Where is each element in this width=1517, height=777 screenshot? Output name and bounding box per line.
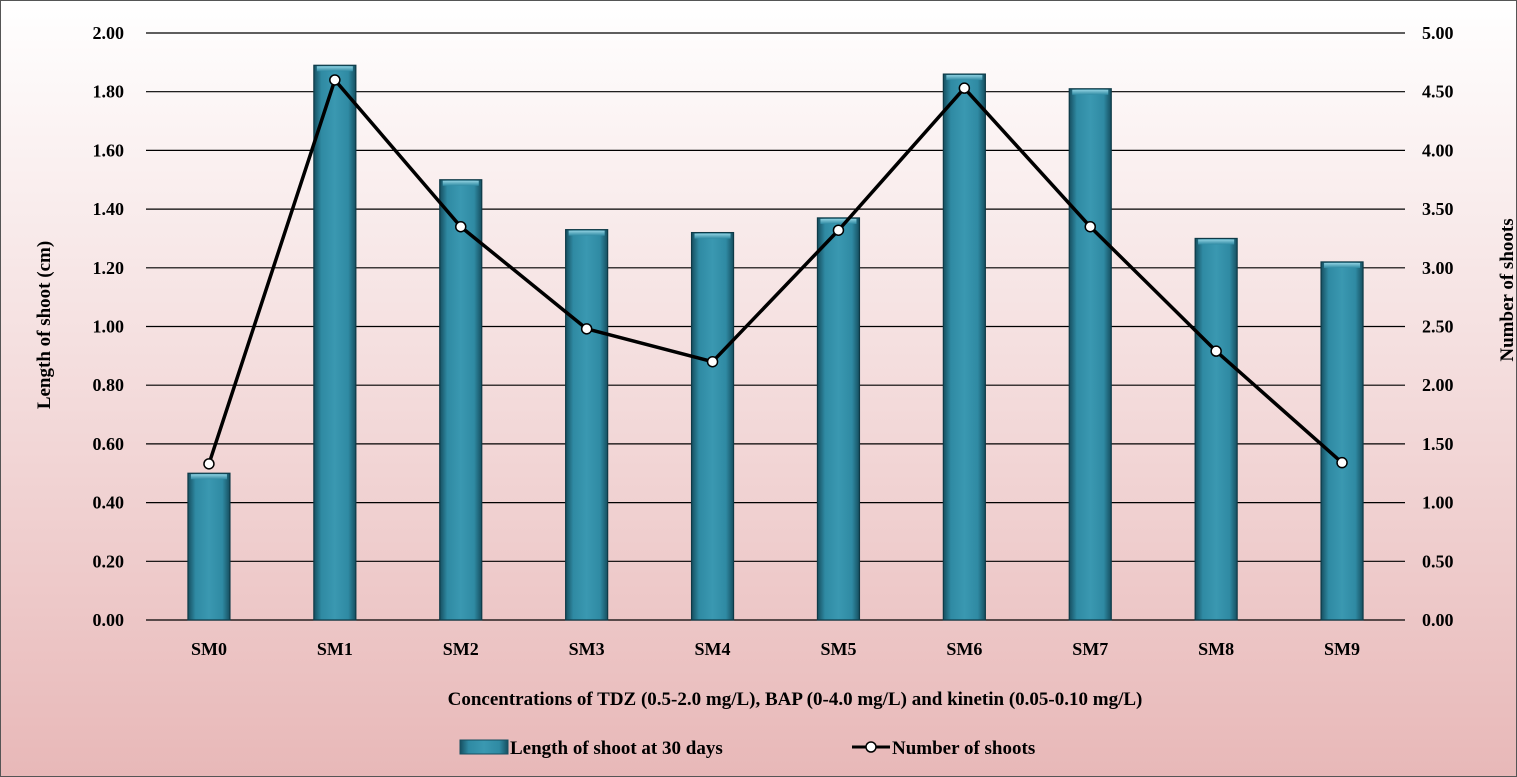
bar-sm6: [942, 73, 986, 621]
y2-tick-label: 5.00: [1422, 23, 1454, 43]
bar: [1194, 237, 1238, 621]
shoots-point-sm8: [1210, 345, 1222, 357]
bar: [1320, 261, 1364, 621]
shoots-point-sm6: [958, 82, 971, 94]
x-tick-label: SM1: [317, 639, 353, 659]
legend-line-label: Number of shoots: [892, 738, 1035, 759]
bar-bevel-top: [820, 218, 857, 224]
y2-tick-label: 1.00: [1422, 493, 1454, 513]
y-tick-label: 0.20: [93, 551, 125, 571]
bar-bevel-top: [316, 66, 353, 72]
x-tick-label: SM8: [1198, 639, 1234, 659]
y2-tick-label: 2.50: [1422, 317, 1454, 337]
legend-bar-label: Length of shoot at 30 days: [510, 738, 723, 759]
y-tick-label: 0.00: [93, 610, 125, 630]
shoots-point-sm4: [706, 355, 719, 368]
x-tick-label: SM9: [1324, 639, 1360, 659]
y2-axis-title: Number of shoots: [1497, 218, 1517, 361]
legend-line-marker: [865, 741, 877, 753]
shoots-point-sm3: [580, 323, 593, 335]
y2-tick-label: 0.00: [1422, 610, 1454, 630]
y-tick-label: 1.20: [93, 258, 125, 278]
bar-bevel-top: [1072, 89, 1109, 95]
x-tick-label: SM0: [191, 639, 227, 659]
y2-tick-label: 4.50: [1422, 82, 1454, 102]
y-tick-label: 0.40: [93, 493, 125, 513]
bar-bevel-top: [1324, 262, 1361, 268]
y2-tick-label: 4.00: [1422, 140, 1454, 160]
x-tick-label: SM2: [443, 639, 479, 659]
y-tick-label: 2.00: [93, 23, 125, 43]
x-tick-label: SM5: [820, 639, 856, 659]
bar-bevel-top: [1198, 239, 1235, 245]
y-tick-label: 1.00: [93, 317, 125, 337]
bar-sm7: [1068, 88, 1112, 621]
bar: [565, 229, 609, 621]
shoots-point-sm9: [1336, 456, 1348, 469]
x-tick-label: SM6: [946, 639, 982, 659]
y2-tick-label: 3.00: [1422, 258, 1454, 278]
bar: [439, 179, 483, 621]
legend-item-line: Number of shoots: [852, 738, 1035, 759]
bar-bevel-top: [946, 75, 983, 81]
bar-sm9: [1320, 261, 1364, 621]
x-tick-label: SM7: [1072, 639, 1108, 659]
bar-sm2: [439, 179, 483, 621]
shoots-point-sm7: [1084, 220, 1096, 233]
y-tick-label: 1.80: [93, 82, 125, 102]
bar-bevel-top: [568, 230, 605, 236]
bar-bevel-top: [190, 474, 227, 480]
y2-tick-label: 2.00: [1422, 375, 1454, 395]
bar-bevel-top: [442, 180, 479, 186]
shoots-line: [207, 78, 1344, 465]
line-series: [203, 74, 1348, 470]
y-tick-label: 0.80: [93, 375, 125, 395]
legend-bar-swatch: [459, 739, 509, 755]
x-axis-title: Concentrations of TDZ (0.5-2.0 mg/L), BA…: [448, 689, 1143, 710]
bar: [313, 64, 357, 621]
bar: [1068, 88, 1112, 621]
y-tick-label: 1.60: [93, 140, 125, 160]
right-axis-ticks: 0.00 0.50 1.00 1.50 2.00 2.50 3.00 3.50 4.00 4.50…: [1422, 23, 1454, 630]
bar-sm0: [187, 472, 231, 621]
bar: [942, 73, 986, 621]
left-axis-ticks: 0.00 0.20 0.40 0.60 0.80 1.00 1.20 1.40 1.60 1.80…: [93, 23, 125, 630]
shoots-point-sm1: [329, 74, 341, 86]
bar: [690, 231, 735, 621]
bar-series: [187, 64, 1364, 621]
shoots-point-sm0: [203, 458, 215, 470]
shoots-point-sm5: [832, 224, 845, 236]
bar-sm5: [816, 217, 861, 621]
bar: [187, 472, 231, 621]
bar-sm4: [690, 231, 735, 621]
bar-sm1: [313, 64, 357, 621]
y2-tick-label: 0.50: [1422, 551, 1454, 571]
legend-item-bar: Length of shoot at 30 days: [459, 738, 723, 759]
y-tick-label: 0.60: [93, 434, 125, 454]
y-tick-label: 1.40: [93, 199, 125, 219]
y2-tick-label: 1.50: [1422, 434, 1454, 454]
bar: [816, 217, 861, 621]
x-tick-label: SM4: [695, 639, 731, 659]
y2-tick-label: 3.50: [1422, 199, 1454, 219]
bar-bevel-top: [694, 233, 731, 239]
x-axis-ticks: SM0 SM1 SM2 SM3 SM4 SM5 SM6 SM7 SM8 SM9: [191, 639, 1360, 659]
bar-sm3: [565, 229, 609, 621]
legend: Length of shoot at 30 days Number of sho…: [459, 738, 1035, 759]
bar-sm8: [1194, 237, 1238, 621]
x-tick-label: SM3: [569, 639, 605, 659]
y-axis-title: Length of shoot (cm): [34, 241, 55, 409]
shoots-point-sm2: [455, 220, 467, 233]
